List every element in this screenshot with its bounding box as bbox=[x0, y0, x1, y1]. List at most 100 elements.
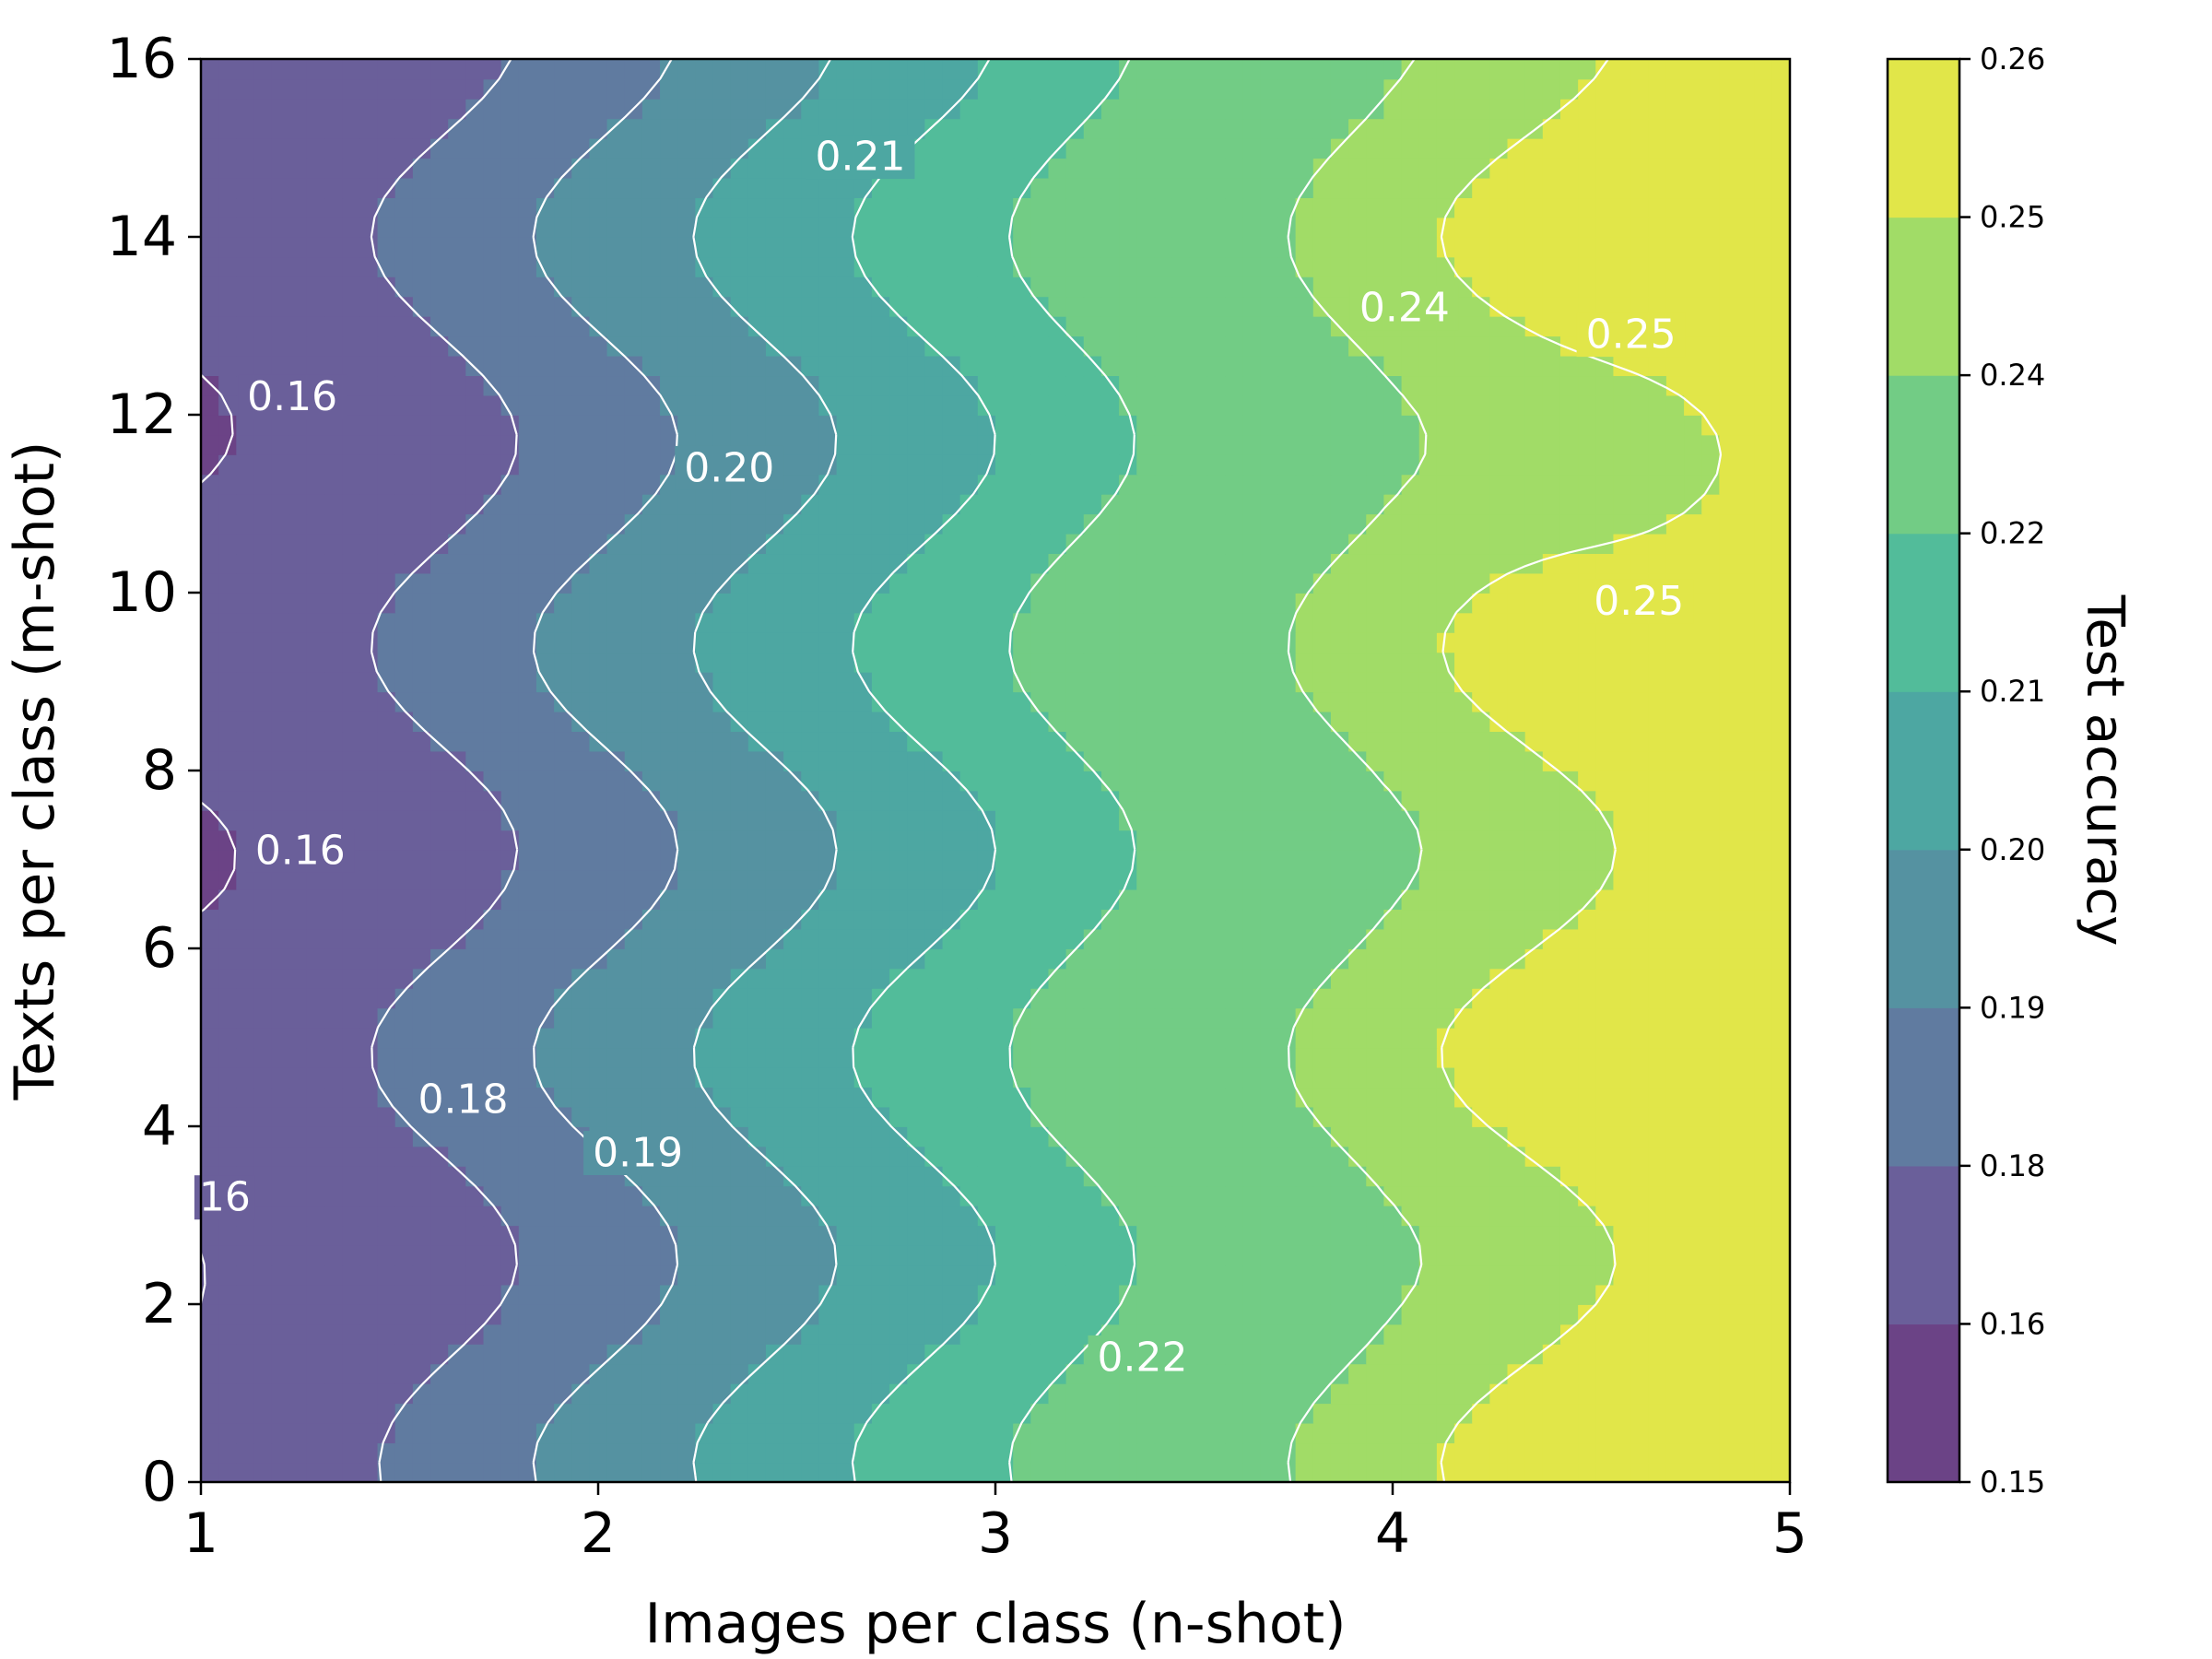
contour-cell bbox=[1648, 1185, 1667, 1206]
contour-cell bbox=[1578, 928, 1597, 949]
contour-cell bbox=[483, 1225, 502, 1246]
contour-cell bbox=[412, 790, 431, 811]
contour-cell bbox=[589, 493, 608, 515]
contour-cell bbox=[1524, 415, 1544, 436]
contour-cell bbox=[324, 1146, 344, 1167]
contour-cell bbox=[430, 1343, 450, 1365]
contour-cell bbox=[924, 869, 944, 890]
contour-cell bbox=[271, 453, 290, 476]
contour-cell bbox=[500, 1126, 520, 1147]
contour-cell bbox=[977, 1106, 996, 1127]
contour-cell bbox=[412, 1363, 431, 1384]
contour-cell bbox=[1119, 1422, 1138, 1444]
contour-cell bbox=[1383, 1126, 1403, 1147]
contour-cell bbox=[554, 1165, 573, 1187]
contour-cell bbox=[942, 375, 961, 396]
contour-cell bbox=[1436, 869, 1455, 890]
contour-cell bbox=[853, 415, 873, 436]
contour-cell bbox=[1242, 1146, 1262, 1167]
contour-cell bbox=[1225, 394, 1244, 416]
contour-cell bbox=[1119, 1403, 1138, 1424]
contour-cell bbox=[1083, 453, 1102, 476]
contour-cell bbox=[942, 1007, 961, 1029]
contour-cell bbox=[1083, 415, 1102, 436]
contour-cell bbox=[1736, 513, 1756, 535]
contour-cell bbox=[535, 1146, 556, 1167]
contour-cell bbox=[660, 711, 679, 733]
contour-cell bbox=[554, 731, 573, 752]
contour-cell bbox=[1665, 691, 1685, 712]
contour-cell bbox=[1754, 909, 1773, 930]
contour-cell bbox=[695, 790, 714, 811]
contour-cell bbox=[606, 394, 626, 416]
contour-cell bbox=[1578, 1343, 1597, 1365]
contour-cell bbox=[1401, 849, 1420, 871]
contour-cell bbox=[1472, 830, 1491, 851]
contour-cell bbox=[765, 1185, 785, 1206]
contour-cell bbox=[1154, 888, 1173, 911]
contour-cell bbox=[571, 1205, 591, 1227]
contour-cell bbox=[1472, 593, 1491, 614]
contour-cell bbox=[1383, 987, 1403, 1009]
contour-cell bbox=[677, 691, 697, 712]
contour-cell bbox=[1542, 1047, 1561, 1068]
contour-cell bbox=[1595, 1066, 1615, 1088]
contour-cell bbox=[1295, 771, 1314, 792]
contour-cell bbox=[1030, 711, 1050, 733]
contour-cell bbox=[1648, 1106, 1667, 1127]
contour-cell bbox=[1524, 1442, 1544, 1464]
contour-cell bbox=[448, 1244, 467, 1266]
contour-cell bbox=[589, 1462, 608, 1482]
contour-cell bbox=[730, 1225, 749, 1246]
contour-cell bbox=[483, 809, 502, 831]
contour-cell bbox=[1277, 394, 1297, 416]
contour-cell bbox=[1559, 1146, 1580, 1167]
contour-cell bbox=[836, 1363, 855, 1384]
contour-cell bbox=[1225, 869, 1244, 890]
contour-cell bbox=[730, 1087, 749, 1108]
contour-cell bbox=[1206, 652, 1226, 673]
contour-cell bbox=[1524, 830, 1544, 851]
contour-cell bbox=[1383, 553, 1403, 574]
contour-cell bbox=[695, 830, 714, 851]
contour-cell bbox=[1206, 1244, 1226, 1266]
contour-cell bbox=[1578, 1284, 1597, 1305]
contour-cell bbox=[394, 553, 414, 574]
contour-cell bbox=[500, 1382, 520, 1405]
contour-cell bbox=[271, 750, 290, 771]
contour-cell bbox=[712, 533, 732, 555]
contour-cell bbox=[1206, 1087, 1226, 1108]
contour-cell bbox=[589, 771, 608, 792]
contour-cell bbox=[1684, 1047, 1703, 1068]
contour-cell bbox=[995, 909, 1015, 930]
contour-cell bbox=[1277, 809, 1297, 831]
contour-cell bbox=[359, 750, 379, 771]
contour-cell bbox=[1154, 1087, 1173, 1108]
contour-cell bbox=[1048, 750, 1067, 771]
contour-cell bbox=[1260, 731, 1279, 752]
contour-cell bbox=[554, 1047, 573, 1068]
contour-cell bbox=[1242, 1126, 1262, 1147]
contour-cell bbox=[253, 750, 273, 771]
contour-cell bbox=[977, 849, 996, 871]
contour-cell bbox=[1242, 909, 1262, 930]
contour-cell bbox=[306, 1403, 325, 1424]
contour-cell bbox=[306, 1106, 325, 1127]
contour-cell bbox=[1684, 909, 1703, 930]
contour-cell bbox=[1083, 1007, 1102, 1029]
contour-cell bbox=[624, 1047, 643, 1068]
contour-cell bbox=[518, 968, 537, 989]
contour-cell bbox=[660, 513, 679, 535]
contour-cell bbox=[1771, 1185, 1790, 1206]
contour-cell bbox=[836, 1403, 855, 1424]
contour-cell bbox=[324, 1442, 344, 1464]
contour-cell bbox=[907, 1165, 926, 1187]
contour-cell bbox=[535, 1087, 556, 1108]
contour-cell bbox=[995, 987, 1015, 1009]
contour-cell bbox=[1312, 1244, 1332, 1266]
contour-cell bbox=[695, 533, 714, 555]
contour-cell bbox=[571, 968, 591, 989]
contour-cell bbox=[288, 1146, 308, 1167]
contour-cell bbox=[1719, 1205, 1738, 1227]
contour-cell bbox=[765, 513, 785, 535]
